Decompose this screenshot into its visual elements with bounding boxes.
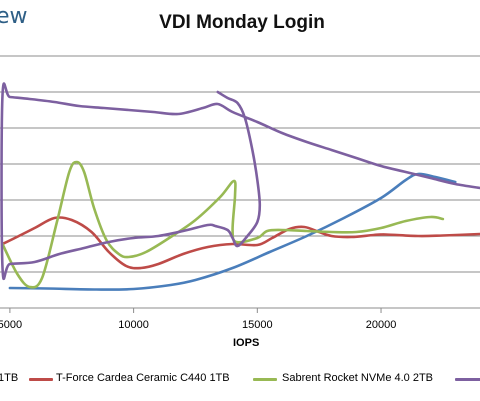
legend-swatch-purple bbox=[455, 378, 480, 381]
legend-label-3: Sabrent Rocket NVMe 4.0 2TB bbox=[282, 372, 434, 384]
x-tick-label-0: 5000 bbox=[0, 319, 22, 331]
legend-label-2: T-Force Cardea Ceramic C440 1TB bbox=[56, 372, 230, 384]
chart-title: VDI Monday Login bbox=[159, 12, 325, 33]
legend-swatch-green bbox=[253, 378, 277, 381]
series-line-green bbox=[1, 160, 445, 289]
series-line-purple bbox=[0, 82, 480, 280]
series-layer bbox=[0, 82, 480, 291]
brand-logo-text: ew bbox=[0, 4, 28, 29]
x-tick-label-2: 15000 bbox=[242, 319, 273, 331]
x-tick-label-3: 20000 bbox=[366, 319, 397, 331]
x-axis-label: IOPS bbox=[233, 337, 260, 349]
series-line-red bbox=[1, 216, 480, 270]
x-tick-labels: 5000 10000 15000 20000 bbox=[0, 308, 396, 331]
x-tick-label-1: 10000 bbox=[118, 319, 149, 331]
legend: 1TB T-Force Cardea Ceramic C440 1TB Sabr… bbox=[0, 372, 480, 388]
legend-swatch-red bbox=[29, 378, 53, 381]
gridlines bbox=[0, 55, 480, 273]
legend-label-1: 1TB bbox=[0, 372, 19, 384]
